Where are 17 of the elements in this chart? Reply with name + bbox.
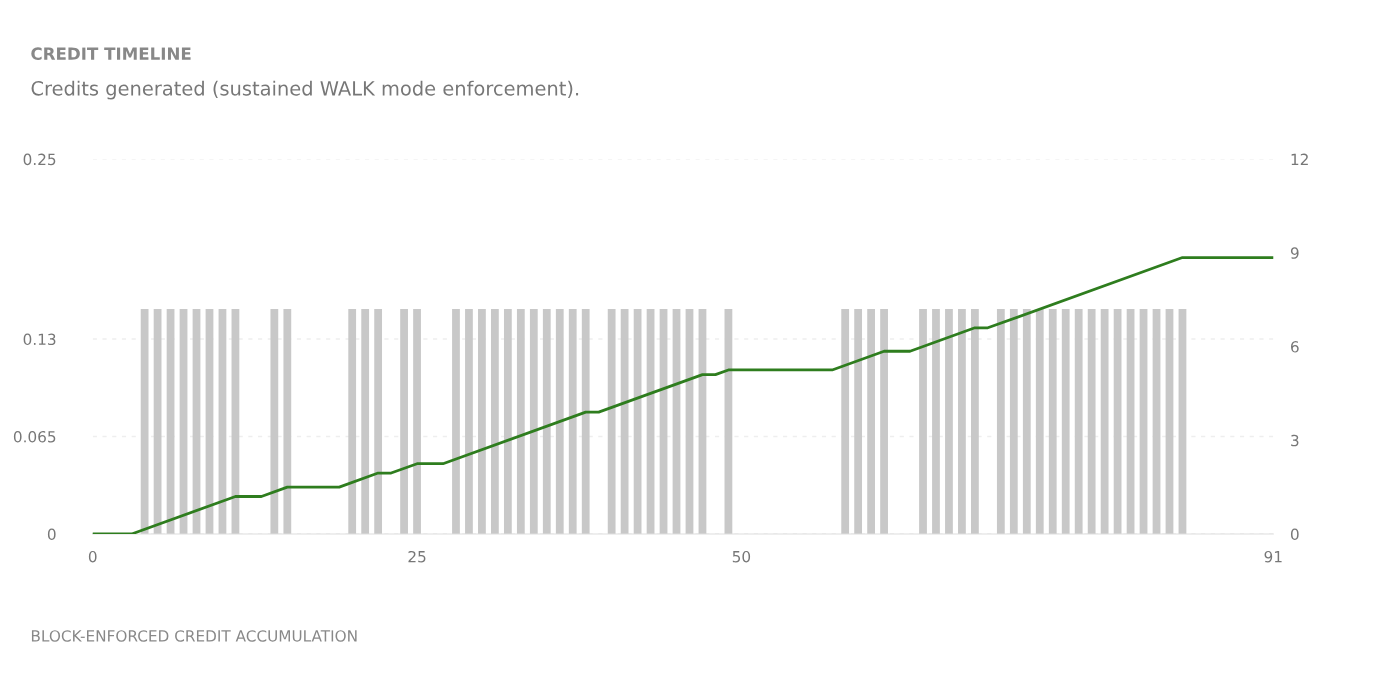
y2-tick-label: 0 xyxy=(1290,528,1299,540)
y2-tick-label: 3 xyxy=(1291,434,1299,447)
x-tick-label: 91 xyxy=(1264,550,1282,563)
y2-tick-label: 9 xyxy=(1290,247,1299,259)
y-tick-label: 0.065 xyxy=(13,430,56,443)
text: BLOCK-ENFORCED CREDIT ACCUMULATION xyxy=(31,630,357,642)
y-tick-label: 0.13 xyxy=(23,333,56,346)
y2-tick-label: 12 xyxy=(1291,153,1308,165)
chart-title: CREDIT TIMELINE xyxy=(31,47,191,60)
y-tick-label: 0 xyxy=(47,528,56,540)
line-series xyxy=(92,256,1274,534)
chart-subtitle: Credits generated (sustained WALK mode enforcement). xyxy=(31,80,579,100)
y2-tick-label: 6 xyxy=(1291,341,1299,353)
x-tick-label: 0 xyxy=(88,550,97,563)
x-tick-label: 25 xyxy=(408,550,426,563)
x-tick-label: 50 xyxy=(732,550,751,563)
y-tick-label: 0.25 xyxy=(23,153,56,166)
